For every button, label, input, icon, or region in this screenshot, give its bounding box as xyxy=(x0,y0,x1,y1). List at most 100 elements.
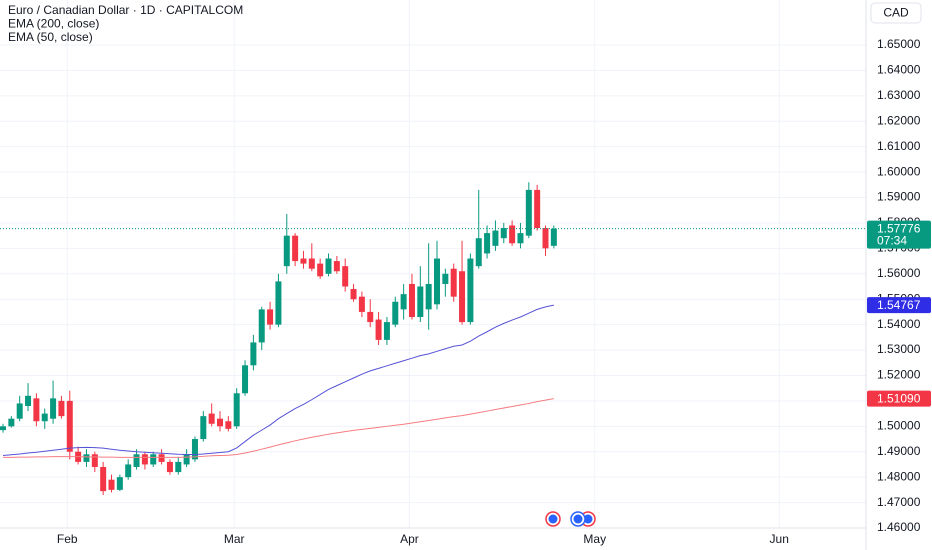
price-label: 1.54767 xyxy=(877,298,921,312)
event-icon-inner xyxy=(548,514,558,524)
candle-body xyxy=(375,319,382,340)
candle-body xyxy=(434,258,441,305)
candle-body xyxy=(550,228,557,246)
last-price-label: 1.57776 xyxy=(877,221,921,235)
candle-body xyxy=(108,479,115,490)
candle-body xyxy=(492,230,499,246)
grid xyxy=(0,0,866,529)
candle-body xyxy=(467,258,474,323)
candle-body xyxy=(459,271,466,323)
y-tick-label: 1.61000 xyxy=(877,139,921,153)
price-label: 1.51090 xyxy=(877,391,921,405)
candle-body xyxy=(383,322,390,340)
candle-body xyxy=(183,454,190,465)
plot xyxy=(0,182,866,495)
y-tick-label: 1.47000 xyxy=(877,495,921,509)
y-tick-label: 1.63000 xyxy=(877,88,921,102)
candle-body xyxy=(425,283,432,310)
candle-body xyxy=(358,296,365,312)
event-icons xyxy=(545,511,596,527)
candle-body xyxy=(317,263,324,277)
x-tick-label: May xyxy=(583,532,606,546)
candle-body xyxy=(250,342,257,366)
x-tick-label: Apr xyxy=(400,532,419,546)
price-label-box xyxy=(867,390,931,407)
candle-body xyxy=(208,413,215,424)
candle-body xyxy=(83,454,90,462)
y-tick-label: 1.56000 xyxy=(877,266,921,280)
y-tick-label: 1.50000 xyxy=(877,418,921,432)
event-icon-inner xyxy=(583,514,593,524)
candle-body xyxy=(116,477,123,490)
candle-body xyxy=(292,235,299,262)
candle-body xyxy=(333,261,340,272)
candle-body xyxy=(342,266,349,287)
y-tick-label: 1.54000 xyxy=(877,317,921,331)
y-tick-label: 1.46000 xyxy=(877,520,921,534)
legend-entry: EMA (50, close) xyxy=(8,30,93,44)
candle-body xyxy=(8,418,15,427)
y-tick-label: 1.65000 xyxy=(877,37,921,51)
y-tick-label: 1.59000 xyxy=(877,190,921,204)
y-tick-label: 1.64000 xyxy=(877,63,921,77)
event-icon-inner xyxy=(573,514,583,524)
candle-body xyxy=(0,426,7,431)
candle-body xyxy=(542,228,549,249)
candle-body xyxy=(141,454,148,465)
candle-body xyxy=(191,439,198,460)
candle-body xyxy=(66,400,73,452)
candle-body xyxy=(258,309,265,343)
ema-line xyxy=(3,398,554,458)
candle-body xyxy=(308,258,315,269)
candle-body xyxy=(525,189,532,236)
candle-body xyxy=(25,395,32,406)
last-price-box xyxy=(867,220,931,249)
x-tick-label: Feb xyxy=(57,532,78,546)
candle-body xyxy=(16,403,23,419)
candle-body xyxy=(50,398,57,419)
candle-body xyxy=(100,466,107,492)
candle-body xyxy=(233,393,240,427)
candle-body xyxy=(58,400,65,417)
candle-body xyxy=(475,238,482,267)
y-tick-label: 1.53000 xyxy=(877,342,921,356)
y-tick-label: 1.48000 xyxy=(877,469,921,483)
candle-body xyxy=(500,228,507,239)
candle-body xyxy=(442,273,449,284)
candle-body xyxy=(392,301,399,325)
candle-body xyxy=(225,421,232,429)
y-tick-label: 1.49000 xyxy=(877,444,921,458)
candle-body xyxy=(367,311,374,323)
candle-body xyxy=(267,309,274,325)
candle-body xyxy=(242,365,249,394)
y-tick-label: 1.60000 xyxy=(877,164,921,178)
chart-title: Euro / Canadian Dollar · 1D · CAPITALCOM xyxy=(8,3,243,17)
candle-body xyxy=(158,454,165,462)
candle-body xyxy=(33,398,40,422)
candle-body xyxy=(400,294,407,310)
candle-body xyxy=(350,289,357,300)
candle-body xyxy=(175,461,182,473)
candle-body xyxy=(200,416,207,440)
legend-entry: EMA (200, close) xyxy=(8,17,99,31)
candle-body xyxy=(283,235,290,267)
candle-body xyxy=(325,258,332,274)
candle-body xyxy=(517,233,524,244)
countdown: 07:34 xyxy=(877,233,907,247)
price-label-box xyxy=(867,297,931,314)
candle-body xyxy=(484,233,491,254)
candle-body xyxy=(275,281,282,325)
candle-body xyxy=(133,454,140,467)
y-tick-label: 1.52000 xyxy=(877,368,921,382)
x-tick-label: Jun xyxy=(770,532,789,546)
candle-body xyxy=(408,283,415,318)
candle-body xyxy=(41,413,48,422)
candle-body xyxy=(534,189,541,229)
candle-body xyxy=(509,225,516,244)
currency-button[interactable] xyxy=(870,2,922,24)
candle-body xyxy=(217,418,224,427)
candle-body xyxy=(150,454,157,465)
y-tick-label: 1.62000 xyxy=(877,113,921,127)
